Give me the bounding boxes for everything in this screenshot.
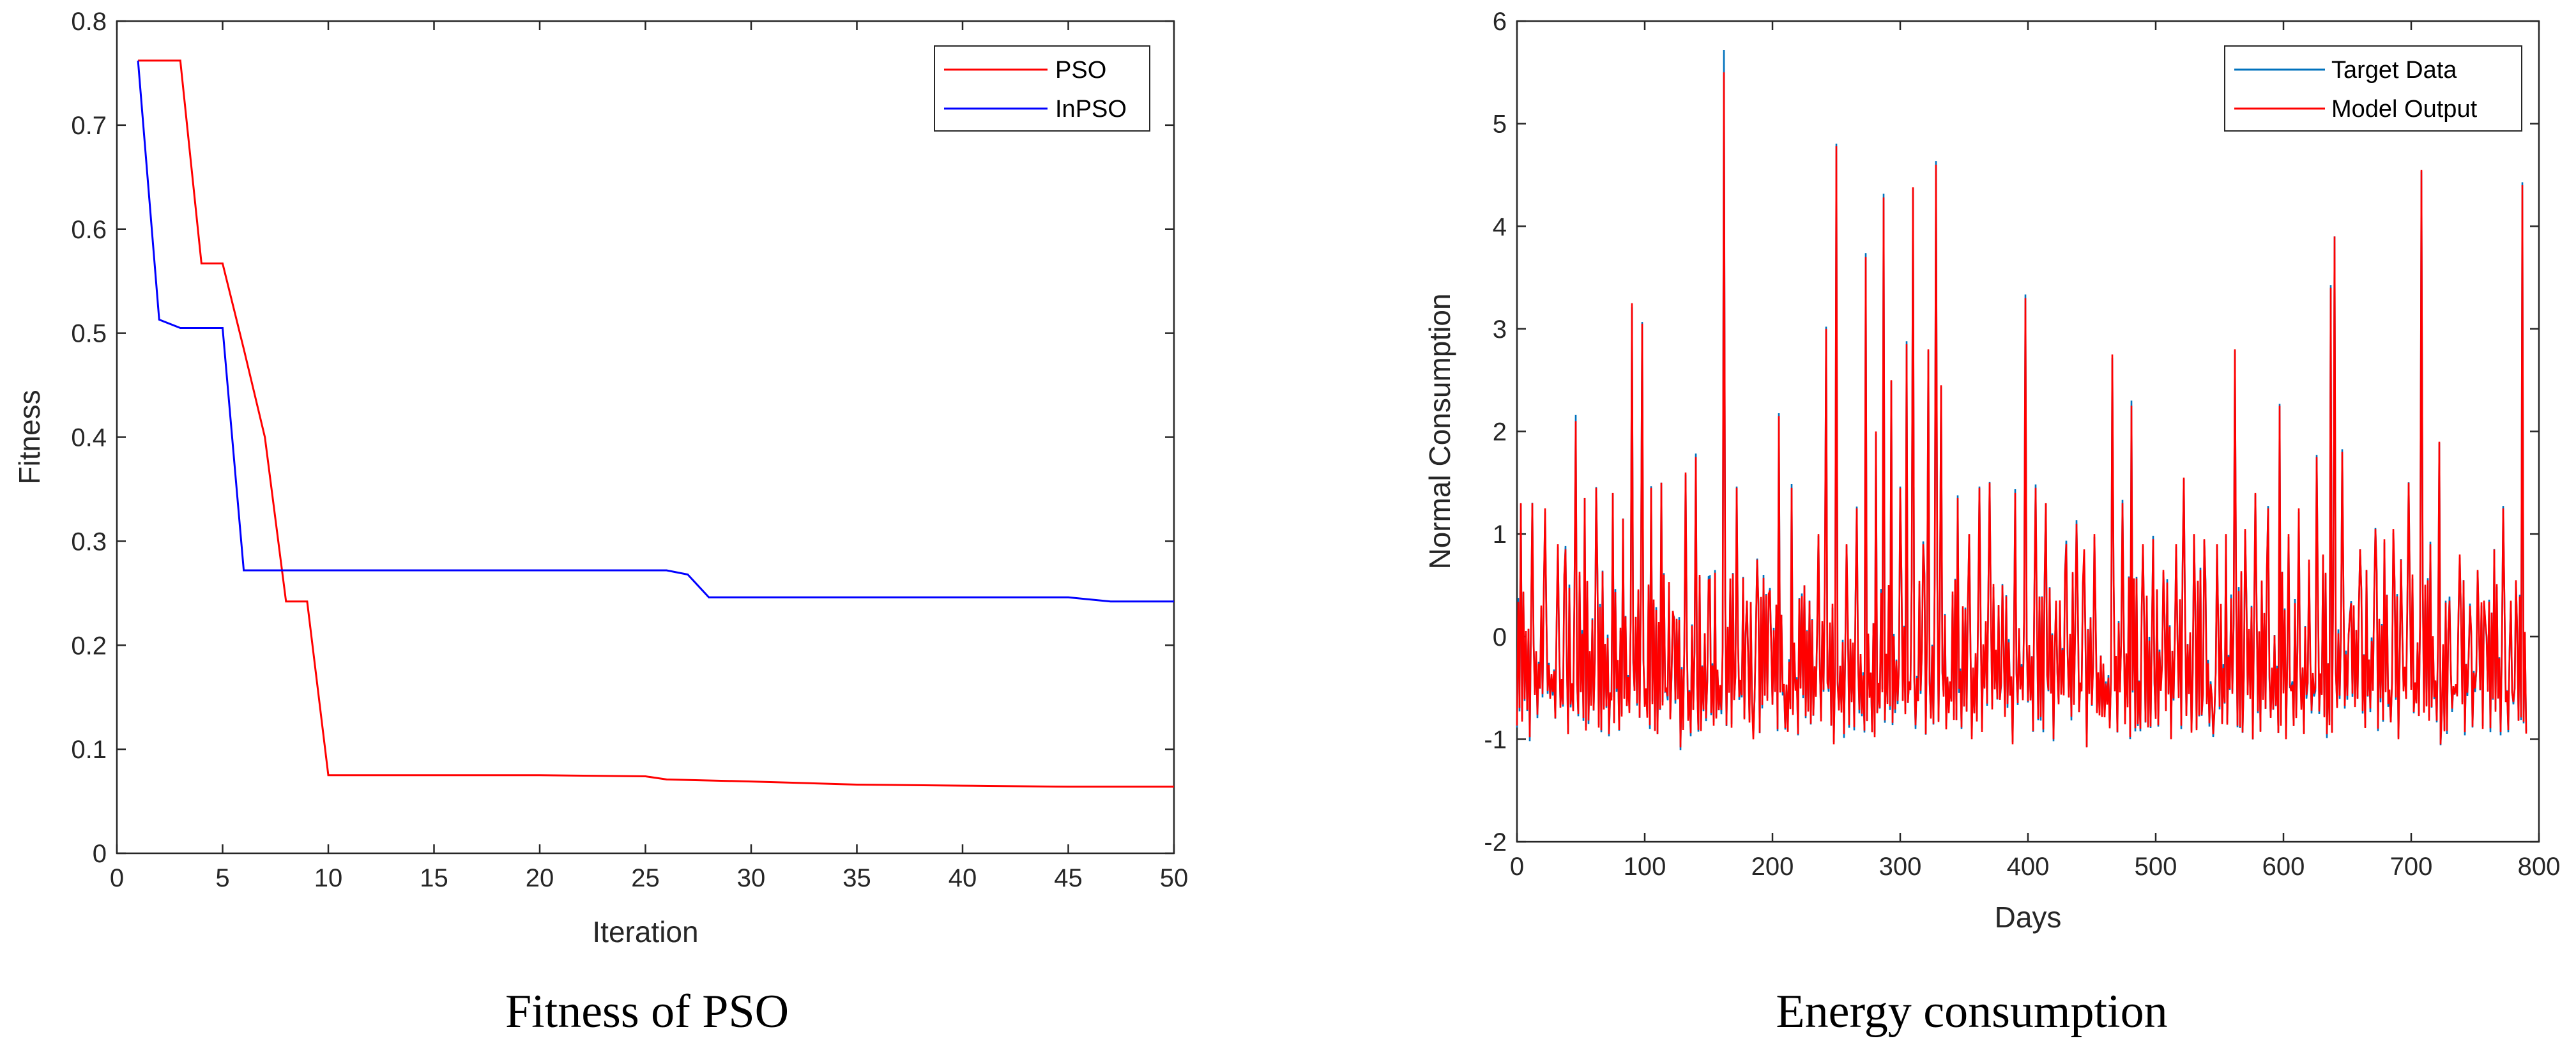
x-tick-label: 40 [949, 864, 977, 892]
fitness-plot-area [116, 20, 1175, 855]
y-tick-label: 0.2 [71, 632, 107, 660]
x-tick-label: 10 [314, 864, 343, 892]
x-tick-label: 500 [2135, 853, 2177, 881]
y-tick-label: -2 [1484, 828, 1507, 856]
y-tick-label: 6 [1493, 8, 1507, 36]
energy-legend-box [2224, 45, 2522, 132]
y-tick-label: 1 [1493, 521, 1507, 549]
x-tick-label: 600 [2262, 853, 2305, 881]
fitness-y-axis-label: Fitness [13, 390, 46, 484]
series-line-pso [138, 59, 1174, 788]
y-tick-label: 0 [1493, 623, 1507, 651]
x-tick-label: 20 [526, 864, 554, 892]
energy-tick-labels: 0 100 200 300 400 500 600 700 800 -2 -1 0 1 2 3 4 5 6 [1484, 8, 2560, 881]
y-tick-label: 0.5 [71, 320, 107, 348]
fitness-tick-labels: 0 5 10 15 20 25 30 35 40 45 50 0 0.1 0.2 0.3 0.4 0.5 0.6 0… [71, 8, 1188, 892]
energy-axes [1516, 20, 2540, 843]
x-tick-label: 25 [631, 864, 660, 892]
fitness-legend: PSO InPSO [934, 45, 1150, 132]
x-tick-label: 700 [2390, 853, 2433, 881]
energy-legend: Target Data Model Output [2224, 45, 2522, 132]
fitness-chart: 0 5 10 15 20 25 30 35 40 45 50 0 0.1 0.2 0.3 0.4 0.5 0.6 0… [13, 8, 1188, 1038]
x-tick-label: 200 [1751, 853, 1794, 881]
y-tick-label: 0.7 [71, 112, 107, 140]
y-tick-label: 0.3 [71, 528, 107, 556]
y-tick-label: 3 [1493, 316, 1507, 344]
fitness-caption: Fitness of PSO [505, 985, 789, 1038]
y-tick-label: 0.6 [71, 216, 107, 244]
energy-x-axis-label: Days [1995, 901, 2062, 934]
x-tick-label: 0 [1510, 853, 1524, 881]
energy-caption: Energy consumption [1776, 985, 2167, 1038]
fitness-axes [116, 20, 1175, 855]
x-tick-label: 800 [2518, 853, 2561, 881]
x-tick-label: 45 [1054, 864, 1083, 892]
legend-label-pso: PSO [1055, 57, 1106, 84]
y-tick-label: 0.1 [71, 736, 107, 764]
y-tick-label: 4 [1493, 213, 1507, 241]
energy-chart: 0 100 200 300 400 500 600 700 800 -2 -1 0 1 2 3 4 5 6 Day… [1423, 8, 2560, 1038]
fitness-legend-box [934, 45, 1150, 132]
series-line-model-output [1516, 72, 2527, 748]
fitness-series-lines [137, 59, 1174, 788]
y-tick-label: 2 [1493, 418, 1507, 446]
y-tick-label: -1 [1484, 726, 1507, 754]
energy-y-axis-label: Normal Consumption [1423, 293, 1456, 569]
legend-label-inpso: InPSO [1055, 96, 1127, 123]
fitness-x-axis-label: Iteration [592, 915, 698, 948]
x-tick-label: 50 [1160, 864, 1189, 892]
x-tick-label: 5 [215, 864, 229, 892]
y-tick-label: 0.4 [71, 424, 107, 452]
x-tick-label: 300 [1879, 853, 1922, 881]
x-tick-label: 15 [420, 864, 448, 892]
legend-label-model-output: Model Output [2331, 96, 2478, 123]
y-tick-label: 0.8 [71, 8, 107, 36]
series-line-inpso [137, 60, 1174, 603]
y-tick-label: 5 [1493, 110, 1507, 139]
y-tick-label: 0 [93, 840, 107, 868]
x-tick-label: 30 [737, 864, 766, 892]
x-tick-label: 100 [1624, 853, 1666, 881]
legend-label-target-data: Target Data [2331, 57, 2457, 84]
x-tick-label: 0 [110, 864, 124, 892]
energy-series-lines [1516, 49, 2527, 750]
x-tick-label: 400 [2007, 853, 2050, 881]
x-tick-label: 35 [842, 864, 871, 892]
